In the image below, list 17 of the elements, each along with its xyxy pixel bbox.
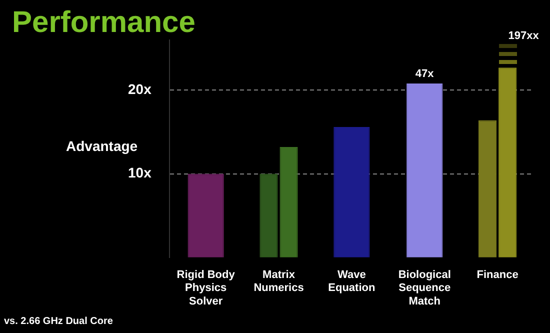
bar	[334, 126, 370, 258]
y-tick-label: 10x	[128, 164, 152, 181]
x-tick-label: Wave Equation	[328, 269, 376, 294]
x-tick-label: Matrix Numerics	[254, 269, 304, 294]
bar	[280, 147, 298, 258]
y-axis-title: Advantage	[66, 138, 138, 154]
text: vs. 2.66 GHz Dual Core	[4, 316, 113, 327]
bar	[498, 68, 517, 258]
x-tick-label: Rigid Body Physics Solver	[176, 269, 236, 308]
y-tick-label: 20x	[128, 81, 152, 98]
x-tick-label: Biological Sequence Match	[398, 269, 451, 308]
chart-title: Performance	[12, 6, 196, 40]
annotation: 197xx	[508, 30, 540, 42]
bar	[188, 174, 224, 258]
annotation: 47x	[415, 68, 435, 80]
x-tick-label: Finance	[476, 269, 518, 282]
bar	[406, 83, 443, 258]
